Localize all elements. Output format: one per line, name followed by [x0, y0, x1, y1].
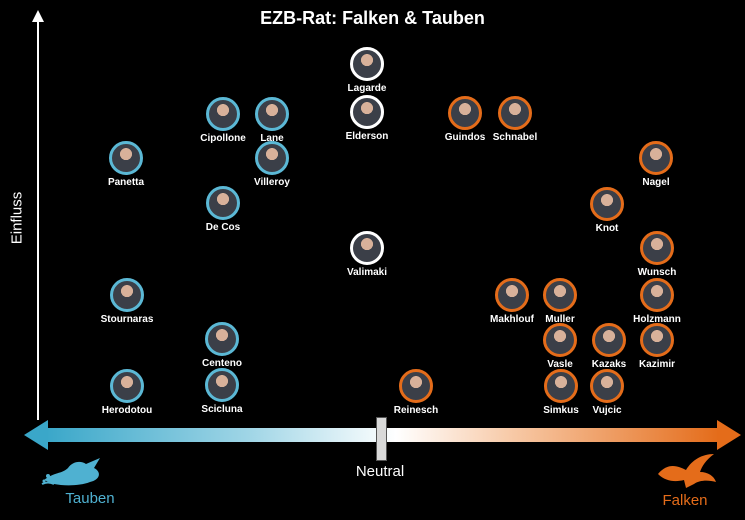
- member-name: Schnabel: [492, 132, 538, 143]
- member-nagel: Nagel: [611, 141, 701, 188]
- member-de-cos: De Cos: [178, 186, 268, 233]
- member-name: Simkus: [543, 405, 579, 416]
- portrait: [495, 278, 529, 312]
- member-reinesch: Reinesch: [371, 369, 461, 416]
- member-vujcic: Vujcic: [562, 369, 652, 416]
- member-panetta: Panetta: [81, 141, 171, 188]
- portrait: [350, 95, 384, 129]
- member-name: Kazimir: [638, 359, 676, 370]
- neutral-marker: [376, 417, 387, 461]
- hawk-label: Falken: [662, 492, 708, 509]
- portrait: [350, 47, 384, 81]
- member-schnabel: Schnabel: [470, 96, 560, 143]
- member-elderson: Elderson: [322, 95, 412, 142]
- member-name: Nagel: [642, 177, 670, 188]
- member-stournaras: Stournaras: [82, 278, 172, 325]
- portrait: [639, 141, 673, 175]
- portrait: [543, 278, 577, 312]
- portrait: [350, 231, 384, 265]
- portrait: [590, 187, 624, 221]
- portrait: [640, 231, 674, 265]
- member-name: Centeno: [202, 358, 242, 369]
- portrait: [205, 368, 239, 402]
- member-villeroy: Villeroy: [227, 141, 317, 188]
- portrait: [448, 96, 482, 130]
- portrait: [206, 186, 240, 220]
- member-knot: Knot: [562, 187, 652, 234]
- member-kazimir: Kazimir: [612, 323, 702, 370]
- member-name: Lagarde: [347, 83, 387, 94]
- member-guindos: Guindos: [420, 96, 510, 143]
- portrait: [399, 369, 433, 403]
- portrait: [640, 323, 674, 357]
- member-vasle: Vasle: [515, 323, 605, 370]
- member-name: Knot: [595, 223, 619, 234]
- portrait: [110, 369, 144, 403]
- member-name: Stournaras: [100, 314, 154, 325]
- member-muller: Muller: [515, 278, 605, 325]
- chart-title: EZB-Rat: Falken & Tauben: [260, 8, 485, 28]
- dove-arrowhead: [24, 420, 48, 450]
- portrait: [110, 278, 144, 312]
- member-name: Vasle: [547, 359, 573, 370]
- member-name: Guindos: [444, 132, 486, 143]
- member-name: Lane: [260, 133, 284, 144]
- member-holzmann: Holzmann: [612, 278, 702, 325]
- member-lane: Lane: [227, 97, 317, 144]
- portrait: [205, 322, 239, 356]
- portrait: [543, 323, 577, 357]
- influence-axis-arrow: [32, 10, 44, 22]
- member-centeno: Centeno: [177, 322, 267, 369]
- member-simkus: Simkus: [516, 369, 606, 416]
- member-name: Reinesch: [393, 405, 439, 416]
- dove-icon: [41, 458, 100, 486]
- member-scicluna: Scicluna: [177, 368, 267, 415]
- portrait: [640, 278, 674, 312]
- member-makhlouf: Makhlouf: [467, 278, 557, 325]
- portrait: [255, 141, 289, 175]
- portrait: [544, 369, 578, 403]
- member-name: Panetta: [107, 177, 145, 188]
- member-name: Wunsch: [637, 267, 677, 278]
- hawk-arrowhead: [717, 420, 741, 450]
- neutral-label: Neutral: [355, 463, 405, 480]
- member-wunsch: Wunsch: [612, 231, 702, 278]
- portrait: [109, 141, 143, 175]
- member-cipollone: Cipollone: [178, 97, 268, 144]
- member-name: Cipollone: [200, 133, 246, 144]
- member-name: Holzmann: [633, 314, 681, 325]
- member-name: Scicluna: [201, 404, 243, 415]
- member-name: Valimaki: [346, 267, 388, 278]
- member-herodotou: Herodotou: [82, 369, 172, 416]
- member-name: Elderson: [345, 131, 389, 142]
- member-name: Kazaks: [591, 359, 627, 370]
- portrait: [590, 369, 624, 403]
- member-name: Herodotou: [101, 405, 153, 416]
- portrait: [498, 96, 532, 130]
- hawk-icon: [658, 454, 716, 488]
- member-name: De Cos: [205, 222, 241, 233]
- portrait: [206, 97, 240, 131]
- member-name: Villeroy: [254, 177, 290, 188]
- member-name: Makhlouf: [490, 314, 534, 325]
- member-name: Muller: [545, 314, 575, 325]
- portrait: [255, 97, 289, 131]
- dove-label: Tauben: [65, 490, 115, 507]
- member-kazaks: Kazaks: [564, 323, 654, 370]
- portrait: [592, 323, 626, 357]
- influence-axis: [37, 14, 39, 420]
- influence-axis-label: Einfluss: [8, 191, 26, 245]
- member-valimaki: Valimaki: [322, 231, 412, 278]
- member-name: Vujcic: [592, 405, 622, 416]
- member-lagarde: Lagarde: [322, 47, 412, 94]
